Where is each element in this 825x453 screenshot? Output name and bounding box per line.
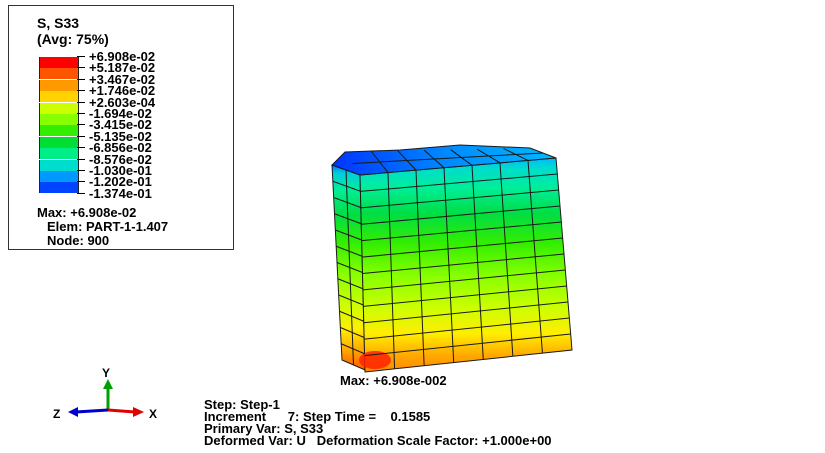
x-axis-label: X [149,407,157,421]
legend-level-label: -3.415e-02 [89,117,152,133]
legend-swatch [39,68,79,80]
y-axis-label: Y [102,366,110,380]
status-increment: Increment 7: Step Time = 0.1585 [204,409,431,424]
legend-level-label: -1.374e-01 [89,185,152,201]
x-axis-arrowhead [133,407,144,417]
z-axis-arrowhead [68,407,78,417]
legend-tick [77,78,85,80]
legend-swatch [39,125,79,137]
legend-level-label: -1.694e-02 [89,106,152,121]
legend-swatch [39,57,79,68]
model-3d[interactable] [331,144,573,373]
legend-level-label: +1.746e-02 [89,83,156,99]
legend-tick [77,147,85,149]
legend-swatch [39,182,79,194]
legend-level-label: +3.467e-02 [89,71,156,87]
legend-tick [77,124,85,126]
legend-swatch [39,79,79,91]
legend-tick [77,90,85,92]
model-front-face [359,157,573,373]
legend-swatch [39,148,79,160]
axis-triad: Y X Z [53,366,157,421]
status-deformed-var: Deformed Var: U Deformation Scale Factor… [204,433,552,448]
legend-swatch [39,136,79,148]
status-step: Step: Step-1 [204,397,280,412]
model-max-label: Max: +6.908e-002 [340,373,447,388]
legend-tick [77,67,85,69]
legend-level-label: -1.202e-01 [89,174,152,190]
legend-max-value: Max: +6.908e-02 [37,205,137,220]
legend-level-label: -6.856e-02 [89,140,152,156]
legend-level-label: -1.030e-01 [89,163,152,178]
z-axis-arrow [75,408,109,414]
legend-elem: Elem: PART-1-1.407 [47,219,169,234]
legend-level-label: -8.576e-02 [89,151,152,167]
status-primary-var: Primary Var: S, S33 [204,421,324,436]
legend-level-label: +6.908e-02 [89,49,156,64]
legend-node: Node: 900 [47,233,110,248]
model-top-face [331,144,557,176]
legend-title: S, S33 [37,15,80,31]
legend-swatch [39,159,79,171]
legend-level-label: +2.603e-04 [89,94,156,110]
legend-tick [77,101,85,103]
legend-panel: S, S33 (Avg: 75%) +6.908e-02 +5.187e-02 +3… [8,5,234,250]
z-axis-label: Z [53,407,60,421]
legend-tick [77,135,85,137]
legend-swatch [39,114,79,125]
legend-tick [77,113,85,114]
legend-swatch [39,91,79,103]
legend-swatch [39,102,79,114]
model-mesh [332,148,571,369]
legend-level-label: +5.187e-02 [89,60,156,76]
legend-swatch [39,171,79,182]
legend-tick [77,158,85,160]
y-axis-arrowhead [103,379,113,389]
legend-tick [77,56,85,57]
legend-tick [77,181,85,183]
x-axis-arrow [107,408,136,414]
legend-subtitle: (Avg: 75%) [37,31,109,47]
legend-tick [77,170,85,171]
legend-level-label: -5.135e-02 [89,128,152,144]
legend-tick [77,192,85,194]
